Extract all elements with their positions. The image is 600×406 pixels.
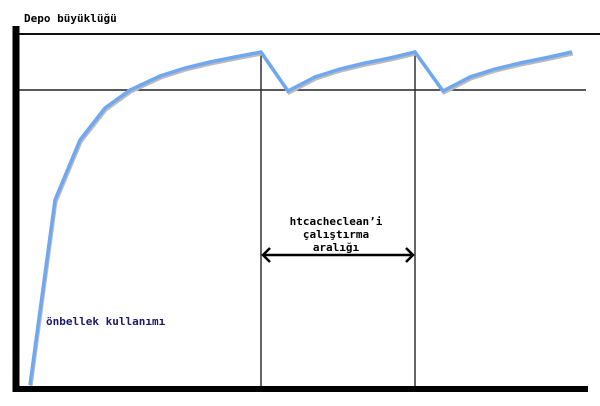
- interval-label: htcacheclean’i çalıştırma aralığı: [266, 215, 406, 254]
- interval-label-line: aralığı: [312, 241, 360, 254]
- cache-usage-curve: [28, 50, 573, 386]
- cache-usage-curve-shadow: [29, 52, 574, 388]
- interval-arrow: [261, 247, 415, 263]
- interval-label-line: htcacheclean’i: [289, 215, 383, 228]
- y-axis-title: Depo büyüklüğü: [24, 12, 117, 25]
- cache-usage-label: önbellek kullanımı: [46, 315, 166, 328]
- interval-label-line: çalıştırma: [302, 228, 370, 241]
